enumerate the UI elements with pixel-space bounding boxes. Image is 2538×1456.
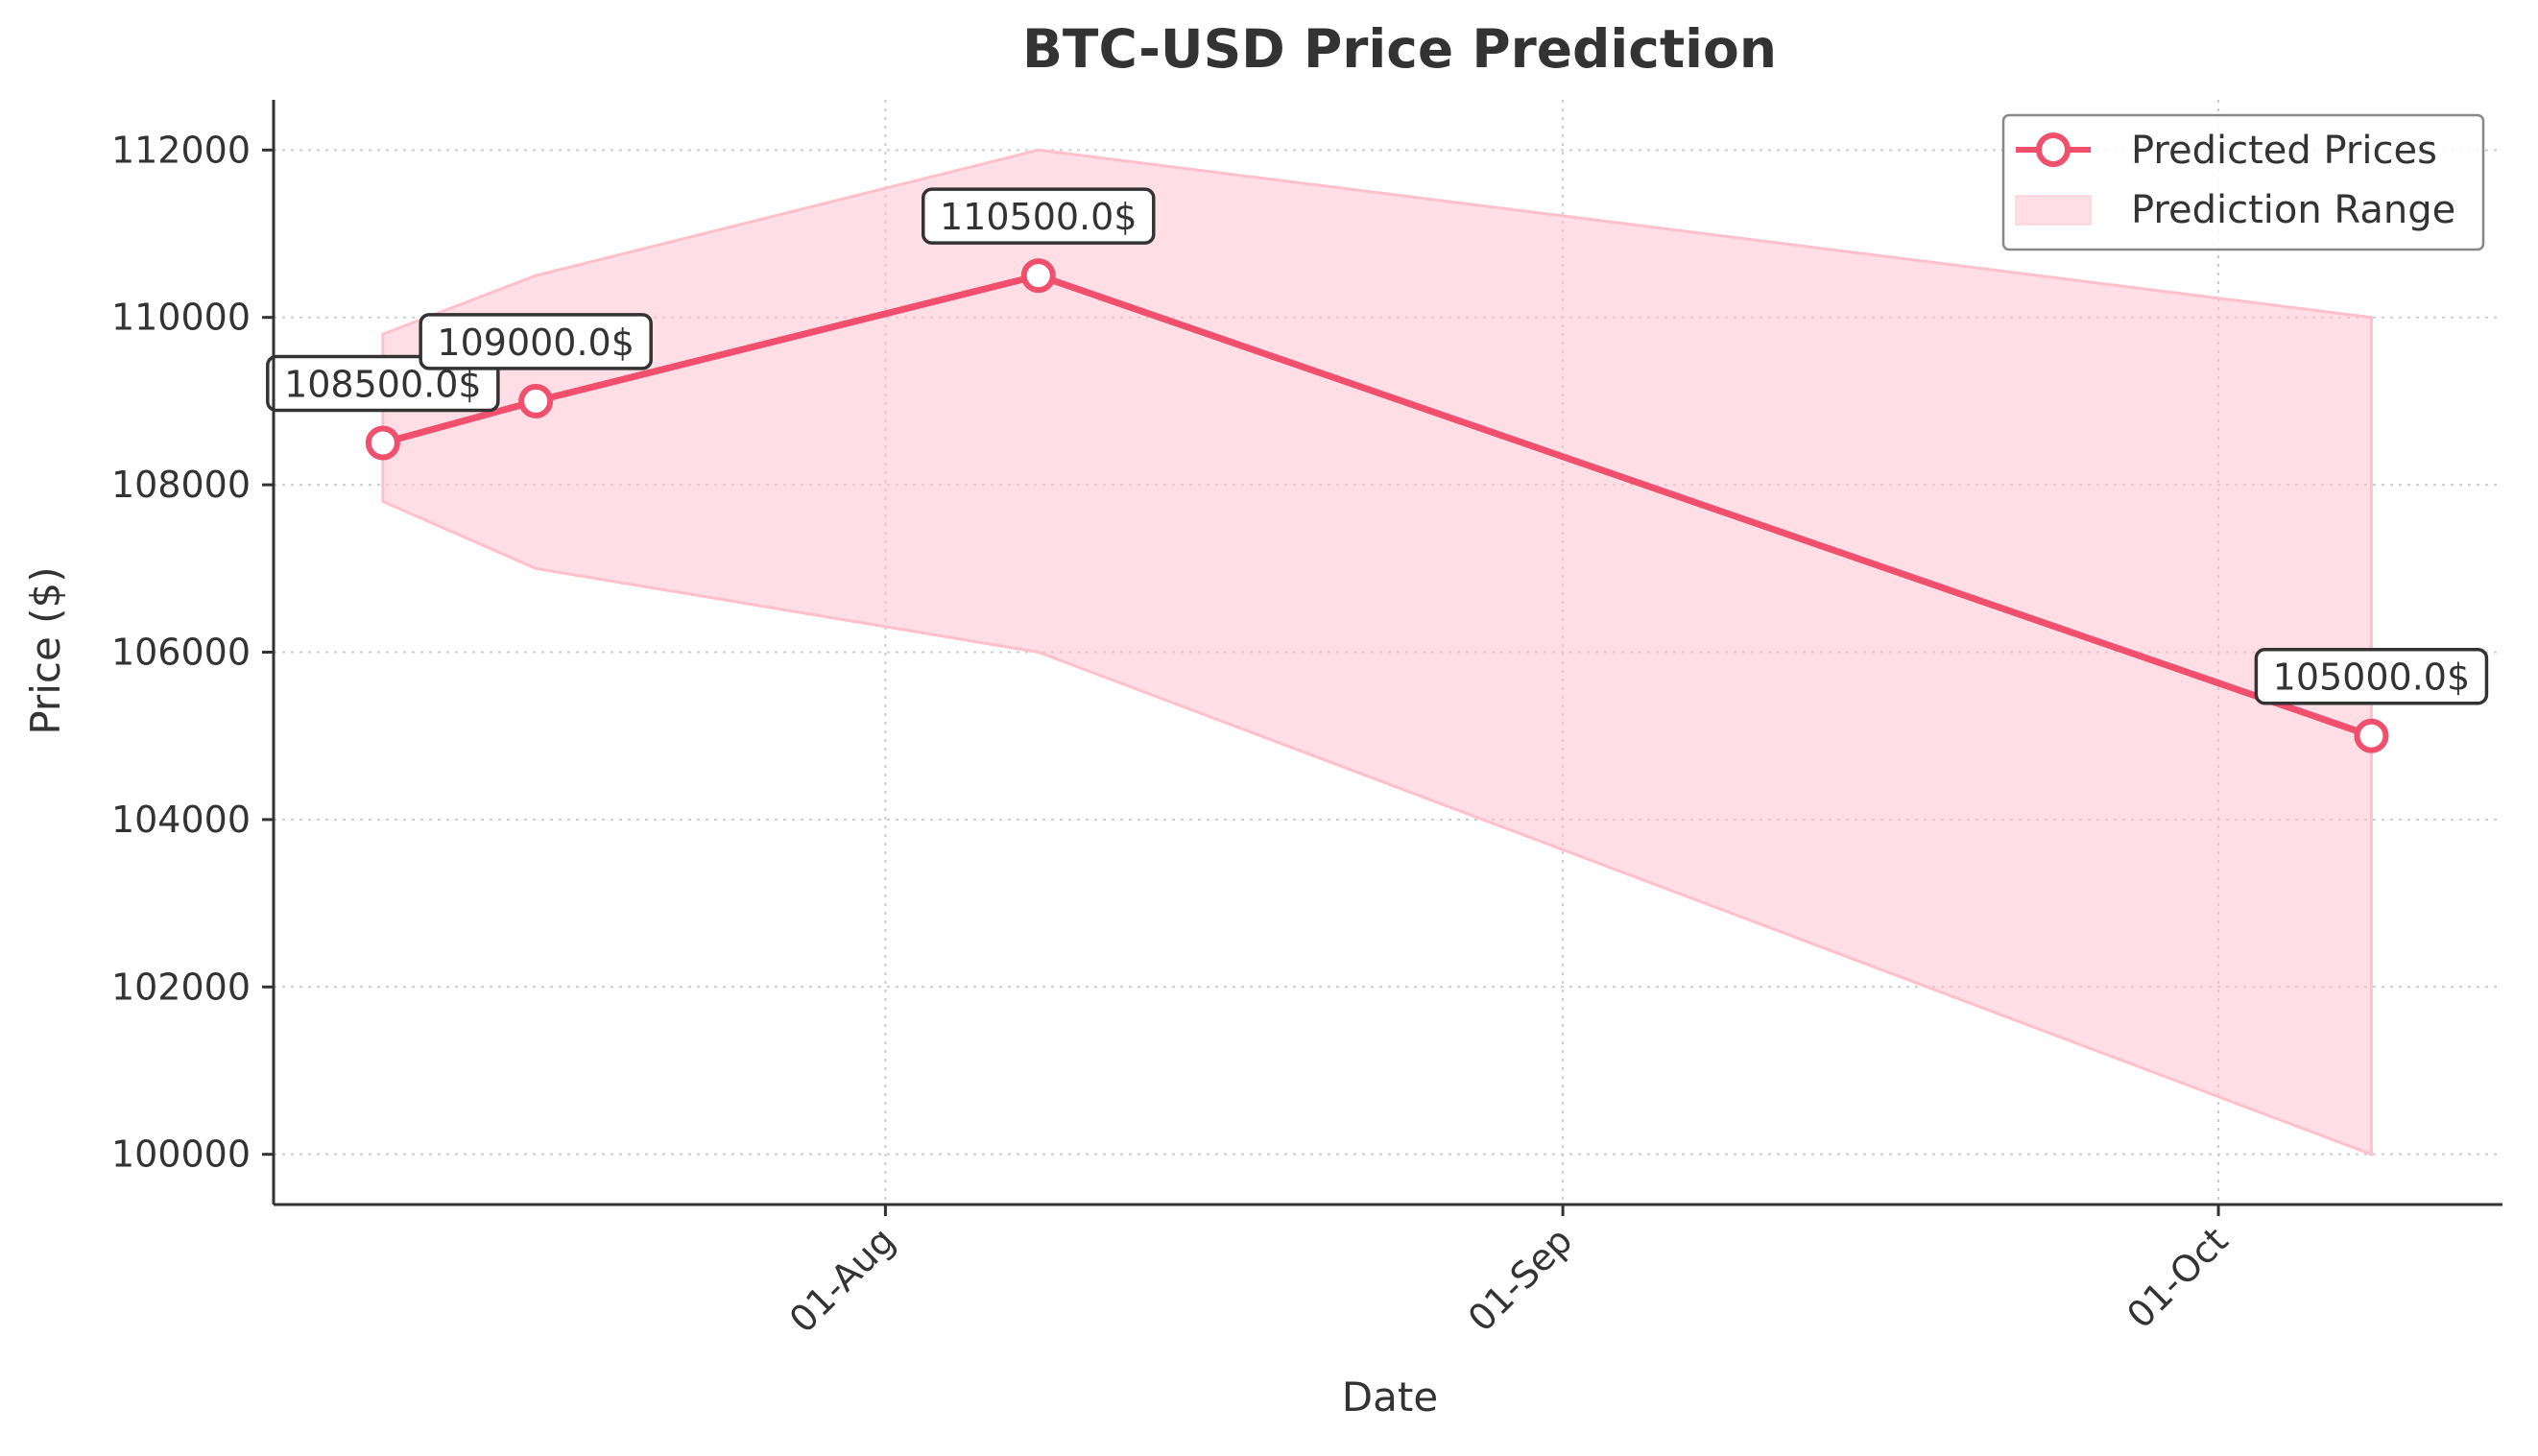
y-tick-label: 112000 [111,129,251,171]
data-point-marker [2354,718,2389,753]
predicted-line-layer [365,258,2389,753]
y-tick-label: 106000 [111,632,251,674]
x-tick-label: 01-Sep [1460,1219,1581,1340]
legend: Predicted Prices Prediction Range [2001,113,2485,251]
legend-band-swatch [2015,195,2092,226]
legend-marker-swatch [2036,132,2071,167]
legend-label-predicted-prices: Predicted Prices [2131,129,2437,173]
x-axis-label: Date [1342,1373,1438,1420]
data-label: 105000.0$ [2273,656,2471,699]
y-tick-label: 108000 [111,464,251,506]
y-tick-label: 102000 [111,966,251,1008]
data-point-marker [365,425,400,461]
predicted-prices-line [381,272,2373,740]
data-point-marker [518,383,554,418]
data-label: 110500.0$ [940,196,1137,238]
data-point-marker [1020,258,1056,294]
legend-label-prediction-range: Prediction Range [2131,188,2455,232]
x-tick-label: 01-Oct [2119,1219,2236,1336]
x-tick-label: 01-Aug [781,1219,903,1341]
data-label: 108500.0$ [284,364,482,406]
prediction-range-band [381,148,2373,1157]
chart-title: BTC-USD Price Prediction [1022,18,1777,80]
data-label-box [921,187,1156,245]
data-label-layer: 108500.0$109000.0$ 110500.0$ 105000.0$ [266,187,2489,705]
y-tick-label: 110000 [111,297,251,339]
data-label-box [2254,647,2489,705]
prediction-range-layer [381,148,2373,1157]
y-axis-label: Price ($) [22,566,69,734]
data-label-box [419,313,653,370]
legend-frame [2001,113,2485,251]
y-tick-label: 104000 [111,799,251,841]
y-tick-label: 100000 [111,1134,251,1176]
data-label: 109000.0$ [437,322,634,364]
